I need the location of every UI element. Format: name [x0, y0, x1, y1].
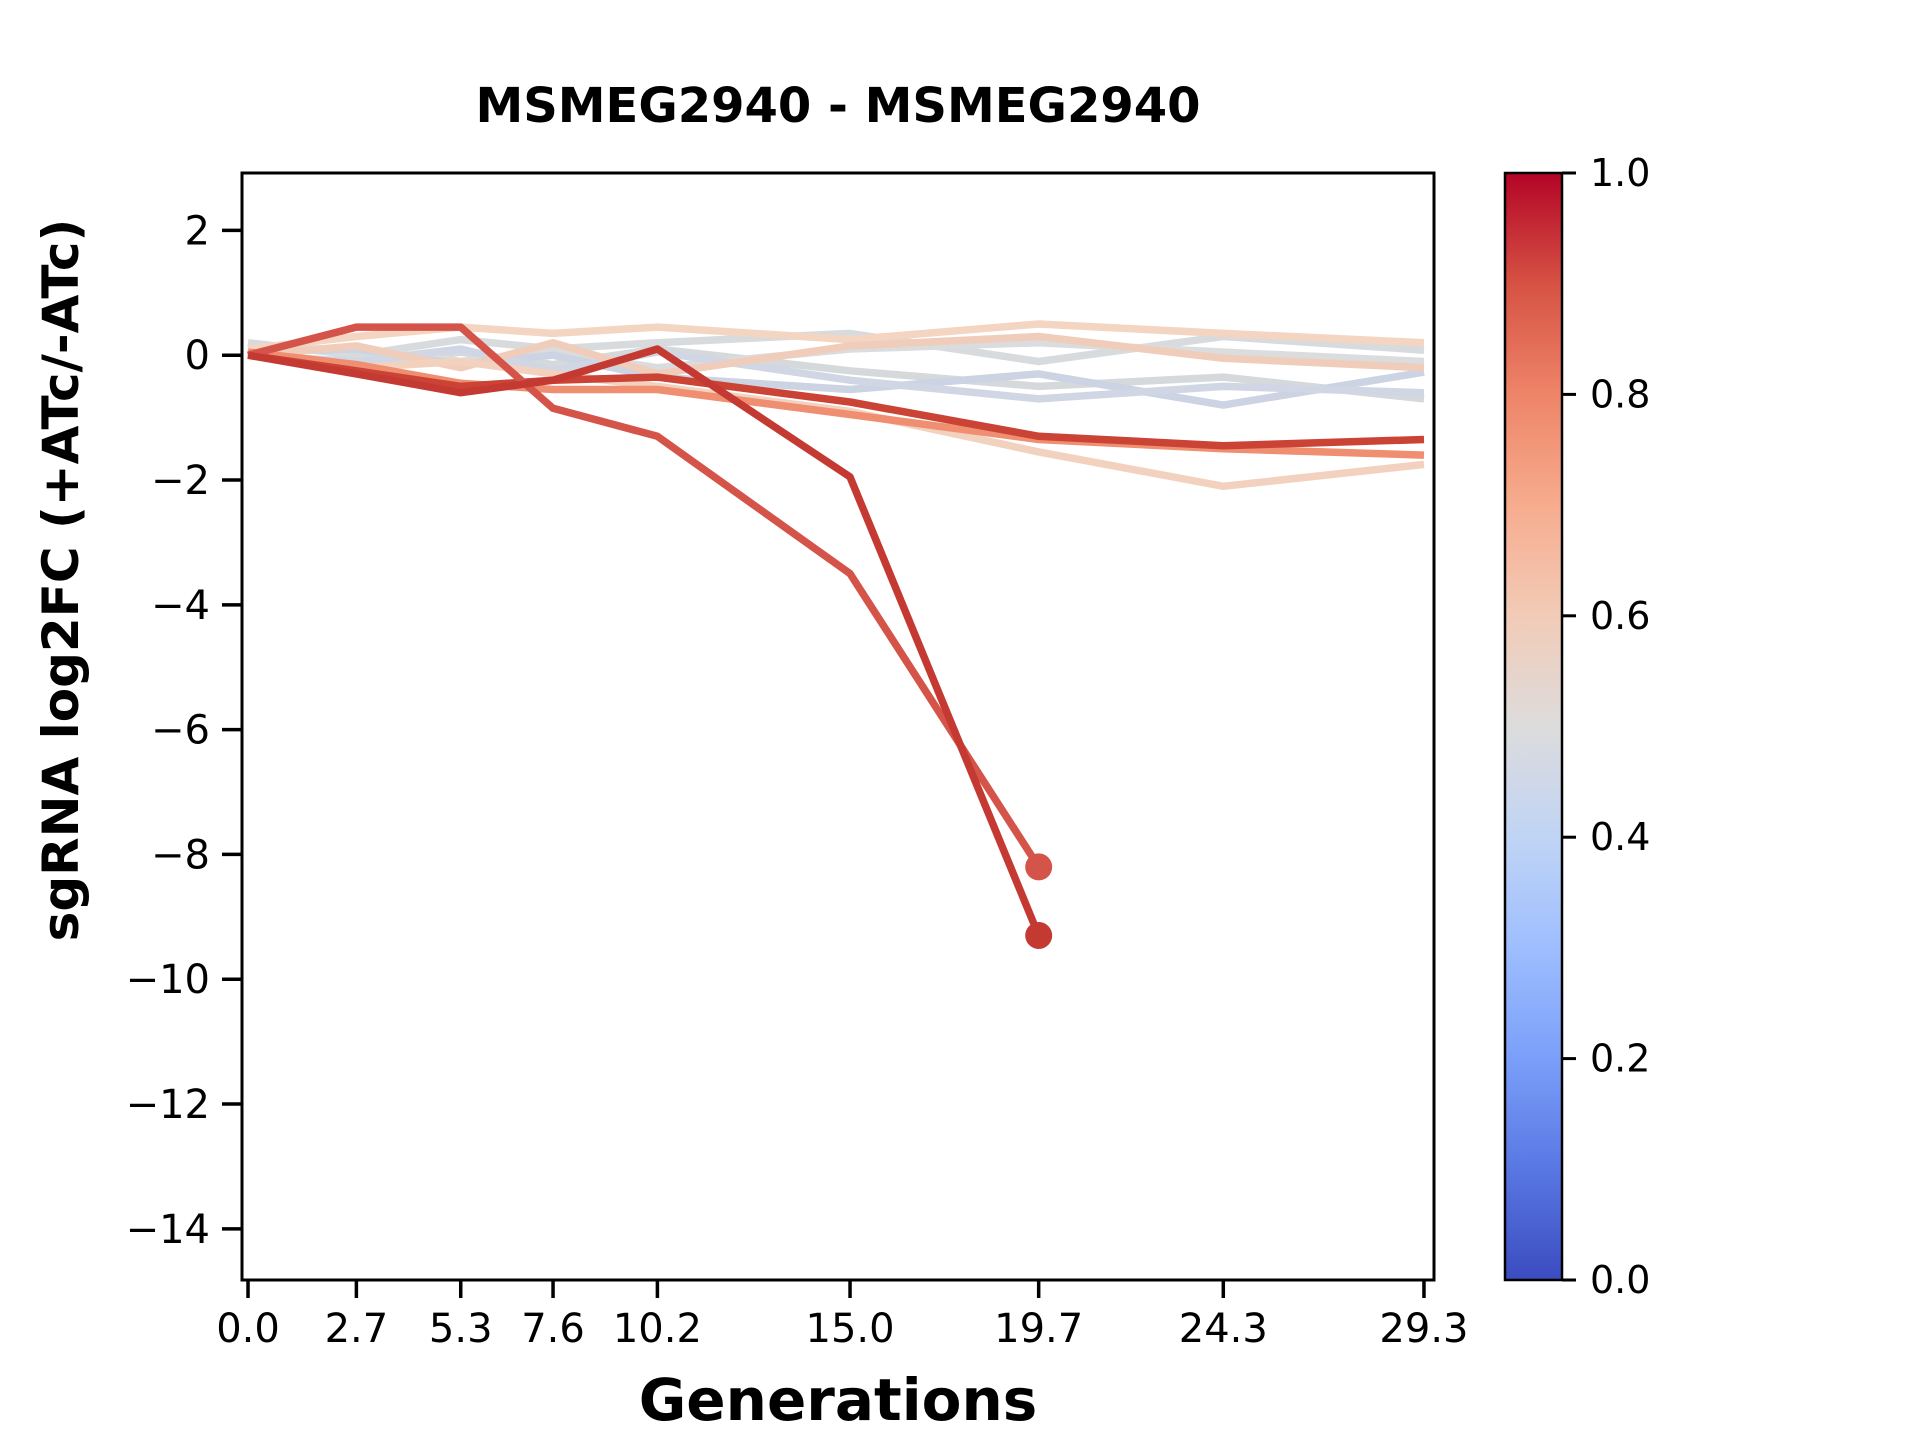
x-tick-label: 0.0: [216, 1306, 280, 1352]
x-tick-label: 24.3: [1179, 1306, 1268, 1352]
colorbar-tick-label: 1.0: [1590, 151, 1650, 195]
colorbar-tick-label: 0.6: [1590, 594, 1650, 638]
colorbar: 0.0 0.2 0.4 0.6 0.8 1.0: [1503, 151, 1650, 1302]
series-line-sgRNA-depleted-2: [247, 345, 1043, 937]
x-tick-label: 15.0: [806, 1306, 895, 1352]
series-line-sgRNA-depleted-1: [247, 323, 1042, 869]
colorbar-tick-label: 0.0: [1590, 1258, 1650, 1302]
y-tick-label: −4: [151, 583, 210, 629]
y-tick-label: 2: [185, 208, 210, 254]
colorbar-outline: [1503, 171, 1564, 1282]
x-tick-label: 10.2: [613, 1306, 702, 1352]
x-tick-label: 2.7: [325, 1306, 389, 1352]
chart-title: MSMEG2940 - MSMEG2940: [475, 78, 1200, 134]
x-axis-ticks: 0.0 2.7 5.3 7.6 10.2 15.0 19.7 24.3 29.3: [216, 1280, 1468, 1352]
y-tick-label: −14: [126, 1207, 210, 1253]
series-line-sgRNA-red-flat: [247, 351, 1425, 450]
y-tick-label: −2: [151, 458, 210, 504]
y-tick-label: −8: [151, 832, 210, 878]
colorbar-ticks: 0.0 0.2 0.4 0.6 0.8 1.0: [1562, 151, 1650, 1302]
plot-frame: [240, 171, 1436, 1282]
x-tick-label: 29.3: [1379, 1306, 1468, 1352]
y-tick-label: 0: [185, 333, 210, 379]
series-line-sgRNA-peach-high: [247, 320, 1425, 353]
colorbar-bar: [1505, 173, 1562, 1280]
end-marker-dot: [1025, 922, 1053, 949]
end-markers: [1025, 853, 1053, 949]
y-tick-label: −12: [126, 1082, 210, 1128]
plot-area: 0.0 2.7 5.3 7.6 10.2 15.0 19.7 24.3 29.3 2 0 −2 −4 −…: [126, 171, 1468, 1352]
y-tick-label: −6: [151, 708, 210, 754]
end-marker-dot: [1025, 853, 1053, 881]
colorbar-tick-label: 0.8: [1590, 372, 1650, 416]
x-axis-label: Generations: [639, 1366, 1038, 1434]
x-tick-label: 7.6: [521, 1306, 585, 1352]
colorbar-tick-label: 0.2: [1590, 1037, 1650, 1081]
y-axis-ticks: 2 0 −2 −4 −6 −8 −10 −12 −14: [126, 208, 242, 1253]
series-lines: [247, 320, 1425, 937]
x-tick-label: 19.7: [994, 1306, 1083, 1352]
y-tick-label: −10: [126, 957, 210, 1003]
x-tick-label: 5.3: [429, 1306, 493, 1352]
y-axis-label: sgRNA log2FC (+ATc/-ATc): [32, 219, 90, 942]
colorbar-tick-label: 0.4: [1590, 815, 1650, 859]
